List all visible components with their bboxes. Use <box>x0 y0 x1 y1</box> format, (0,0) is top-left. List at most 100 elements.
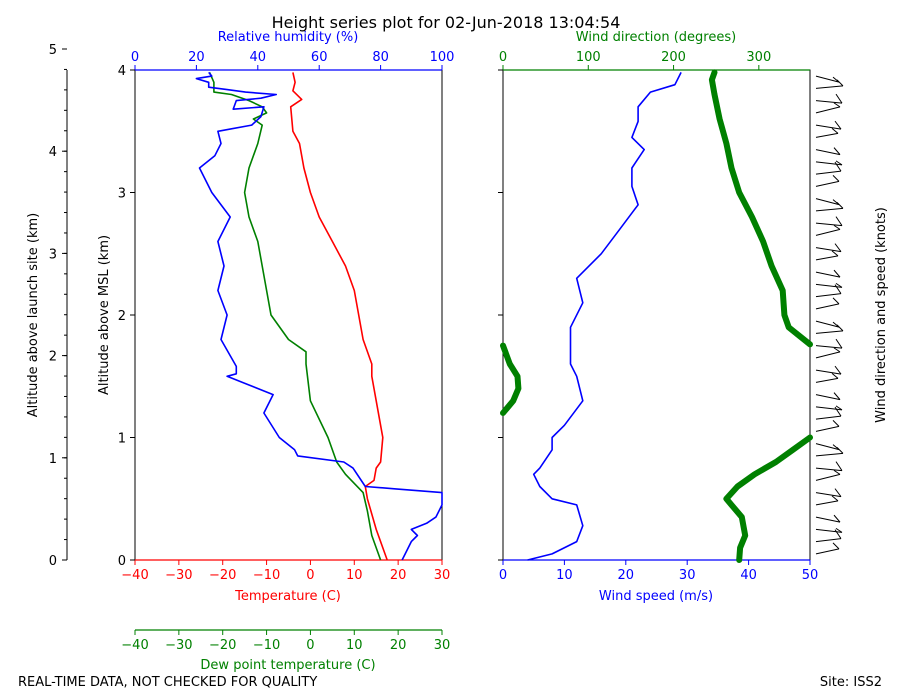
speed-tick-label: 30 <box>679 568 696 583</box>
wind-barb-flag <box>835 93 843 104</box>
direction-tick-label: 300 <box>746 50 771 65</box>
thermo-panel: −40 −30 −20 −10 0 10 20 30−40 −30 −20 −10 0 10 20 300 2… <box>26 30 455 673</box>
temperature-axis-label: Temperature (C) <box>234 589 341 604</box>
wind-barb <box>815 283 843 288</box>
wind-plot-frame <box>502 69 811 561</box>
msl-tick-label: 3 <box>118 187 126 202</box>
wind-barb <box>815 394 841 401</box>
speed-tick-label: 50 <box>802 568 819 583</box>
msl-tick-label: 1 <box>118 432 126 447</box>
wind-barb-flag <box>834 488 842 497</box>
wind-barb-flag <box>835 338 843 349</box>
wind-barb <box>815 132 839 138</box>
wind-barb <box>815 180 840 187</box>
humidity-tick-label: 0 <box>131 50 139 65</box>
speed-tick-label: 40 <box>740 568 757 583</box>
wind-barb <box>815 369 842 375</box>
wind-barbs <box>815 75 844 555</box>
wind-barb-flag <box>832 199 840 206</box>
temperature-tick-label: 30 <box>434 568 451 583</box>
wind-barb-flag <box>834 529 842 539</box>
temperature-tick-label: −20 <box>209 568 236 583</box>
wind-barb <box>815 351 841 359</box>
speed-tick-label: 10 <box>556 568 573 583</box>
site-label: Site: ISS2 <box>820 675 882 690</box>
wind-barb <box>815 161 843 166</box>
dewpoint-axis-label: Dew point temperature (C) <box>200 658 375 673</box>
wind-barb-flag <box>833 392 841 400</box>
thermo-series <box>195 71 443 561</box>
site-tick-label: 2 <box>49 350 57 365</box>
wind-barb-flag <box>835 216 843 226</box>
temperature-tick-label: −30 <box>165 568 192 583</box>
temperature-tick-label: −10 <box>253 568 280 583</box>
humidity-tick-label: 100 <box>430 50 455 65</box>
wind-barb-flag <box>833 347 841 353</box>
wind-barb-flag <box>832 175 840 182</box>
direction-tick-label: 200 <box>661 50 686 65</box>
wind-barb-flag <box>832 542 840 550</box>
humidity-line <box>195 71 443 561</box>
dewpoint-tick-label: 20 <box>390 638 407 653</box>
wind-barb-flag <box>834 365 842 375</box>
wind-barb-flag <box>834 406 842 417</box>
wind-barb <box>815 100 843 104</box>
wind-speed-line <box>527 72 682 561</box>
wind-barb-flag <box>835 405 843 411</box>
temperature-tick-label: 10 <box>346 568 363 583</box>
dewpoint-tick-label: −30 <box>165 638 192 653</box>
site-tick-label: 5 <box>49 43 57 58</box>
wind-barb <box>815 106 841 114</box>
wind-axis-ticks: 0 10 20 30 40 50 0 100 200 300 <box>498 50 819 583</box>
site-tick-label: 4 <box>49 145 57 160</box>
wind-barb-flag <box>833 224 841 230</box>
dewpoint-tick-label: 10 <box>346 638 363 653</box>
wind-barb <box>815 528 843 533</box>
wind-barb <box>815 303 840 310</box>
msl-tick-label: 0 <box>118 554 126 569</box>
msl-tick-label: 4 <box>118 64 126 79</box>
wind-barb-flag <box>833 269 841 278</box>
dewpoint-tick-label: 0 <box>306 638 314 653</box>
humidity-tick-label: 20 <box>188 50 205 65</box>
wind-barb-flag <box>831 127 839 134</box>
wind-barb-flag <box>831 250 839 257</box>
wind-barb <box>815 548 840 555</box>
wind-barb-flag <box>833 469 841 475</box>
wind-barb-flag <box>831 372 839 379</box>
wind-barb <box>815 320 840 328</box>
wind-barb <box>815 467 843 472</box>
wind-barb <box>815 492 842 498</box>
wind-direction-line <box>723 434 813 563</box>
wind-barb <box>815 425 840 432</box>
direction-axis-label: Wind direction (degrees) <box>576 30 736 45</box>
wind-barb-flag <box>835 282 843 288</box>
site-tick-label: 0 <box>49 554 57 569</box>
wind-barb <box>815 85 844 89</box>
wind-barb <box>815 330 844 334</box>
wind-barb <box>815 170 842 175</box>
wind-barb-flag <box>832 444 840 451</box>
barb-axis-label: Wind direction and speed (knots) <box>874 207 889 423</box>
dewpoint-tick-label: −20 <box>209 638 236 653</box>
humidity-tick-label: 80 <box>372 50 389 65</box>
wind-barb-flag <box>832 420 840 427</box>
direction-tick-label: 100 <box>576 50 601 65</box>
speed-tick-label: 20 <box>618 568 635 583</box>
temperature-tick-label: 20 <box>390 568 407 583</box>
wind-barb-flag <box>835 461 843 471</box>
wind-barb-flag <box>834 161 842 172</box>
wind-barb-flag <box>834 284 842 294</box>
speed-tick-label: 0 <box>499 568 507 583</box>
wind-barb <box>815 473 841 481</box>
wind-barb <box>815 345 843 349</box>
wind-barb-flag <box>833 102 841 108</box>
site-tick-label: 1 <box>49 452 57 467</box>
thermo-axis-ticks: −40 −30 −20 −10 0 10 20 30−40 −30 −20 −10 0 10 20 300 2… <box>49 43 455 653</box>
temperature-tick-label: 0 <box>306 568 314 583</box>
wind-series <box>500 69 813 563</box>
wind-barb <box>815 443 840 451</box>
dewpoint-tick-label: −40 <box>121 638 148 653</box>
temperature-tick-label: −40 <box>121 568 148 583</box>
wind-barb-flag <box>832 321 840 328</box>
